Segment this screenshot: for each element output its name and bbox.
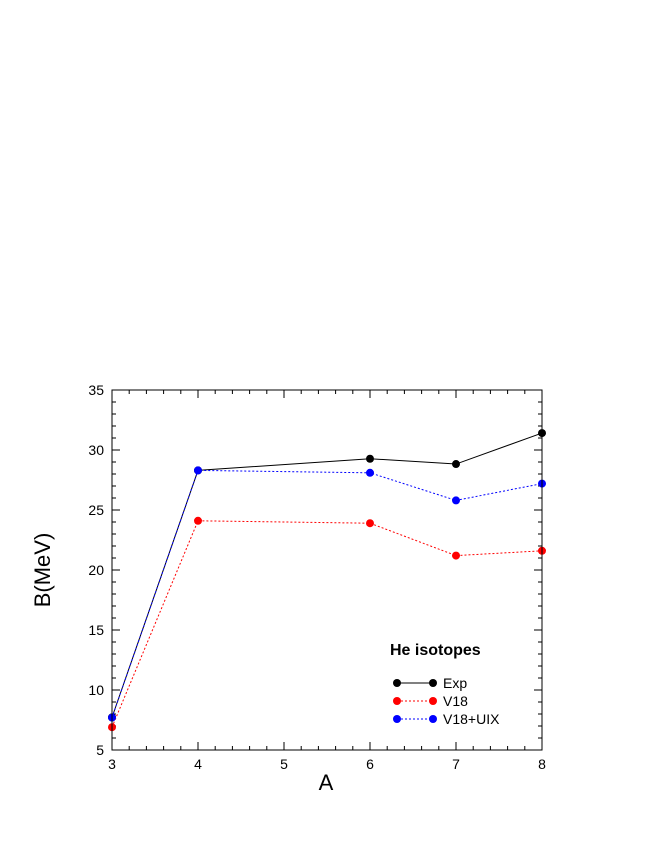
legend: He isotopes Exp V18 V18+UIX [390,642,500,727]
legend-entry-v18: V18 [393,693,468,709]
data-point-v18 [366,519,374,528]
series-line-v18 [111,520,543,728]
series-exp [108,429,546,722]
legend-marker [429,697,437,705]
legend-label: V18 [443,693,468,709]
series-layer [108,429,546,732]
y-tick-label: 10 [88,682,104,698]
y-tick-label: 25 [88,502,104,518]
y-tick-label: 5 [96,742,104,758]
x-tick-label: 4 [194,756,202,772]
series-line-v18-uix [111,469,543,718]
x-axis-label: A [319,770,334,795]
legend-marker [429,679,437,687]
series-line-exp [111,432,543,718]
series-v18-uix [108,466,546,722]
data-point-exp [366,454,374,463]
legend-entries: Exp V18 V18+UIX [393,675,500,727]
legend-marker [393,715,401,723]
axis-tick-labels: 3 4 5 6 7 8 5 10 15 20 25 30 35 [88,382,546,772]
x-tick-label: 7 [452,756,460,772]
legend-marker [429,715,437,723]
legend-entry-v18-uix: V18+UIX [393,711,500,727]
legend-title: He isotopes [390,642,481,659]
y-tick-label: 15 [88,622,104,638]
data-point-v18-uix [452,496,460,505]
y-tick-label: 30 [88,442,104,458]
data-point-v18 [452,551,460,560]
data-point-v18-uix [194,466,202,475]
x-tick-label: 8 [538,756,546,772]
legend-label: V18+UIX [443,711,500,727]
legend-entry-exp: Exp [393,675,467,691]
legend-marker [393,697,401,705]
data-point-exp [452,460,460,469]
plot-frame [111,389,543,751]
axis-ticks [111,389,543,751]
legend-marker [393,679,401,687]
legend-label: Exp [443,675,467,691]
x-tick-label: 5 [280,756,288,772]
y-tick-label: 20 [88,562,104,578]
series-v18 [108,516,546,732]
data-point-v18-uix [366,468,374,477]
x-tick-label: 6 [366,756,374,772]
x-tick-label: 3 [108,756,116,772]
y-axis-label: B(MeV) [30,533,55,608]
y-tick-label: 35 [88,382,104,398]
data-point-v18 [194,516,202,525]
